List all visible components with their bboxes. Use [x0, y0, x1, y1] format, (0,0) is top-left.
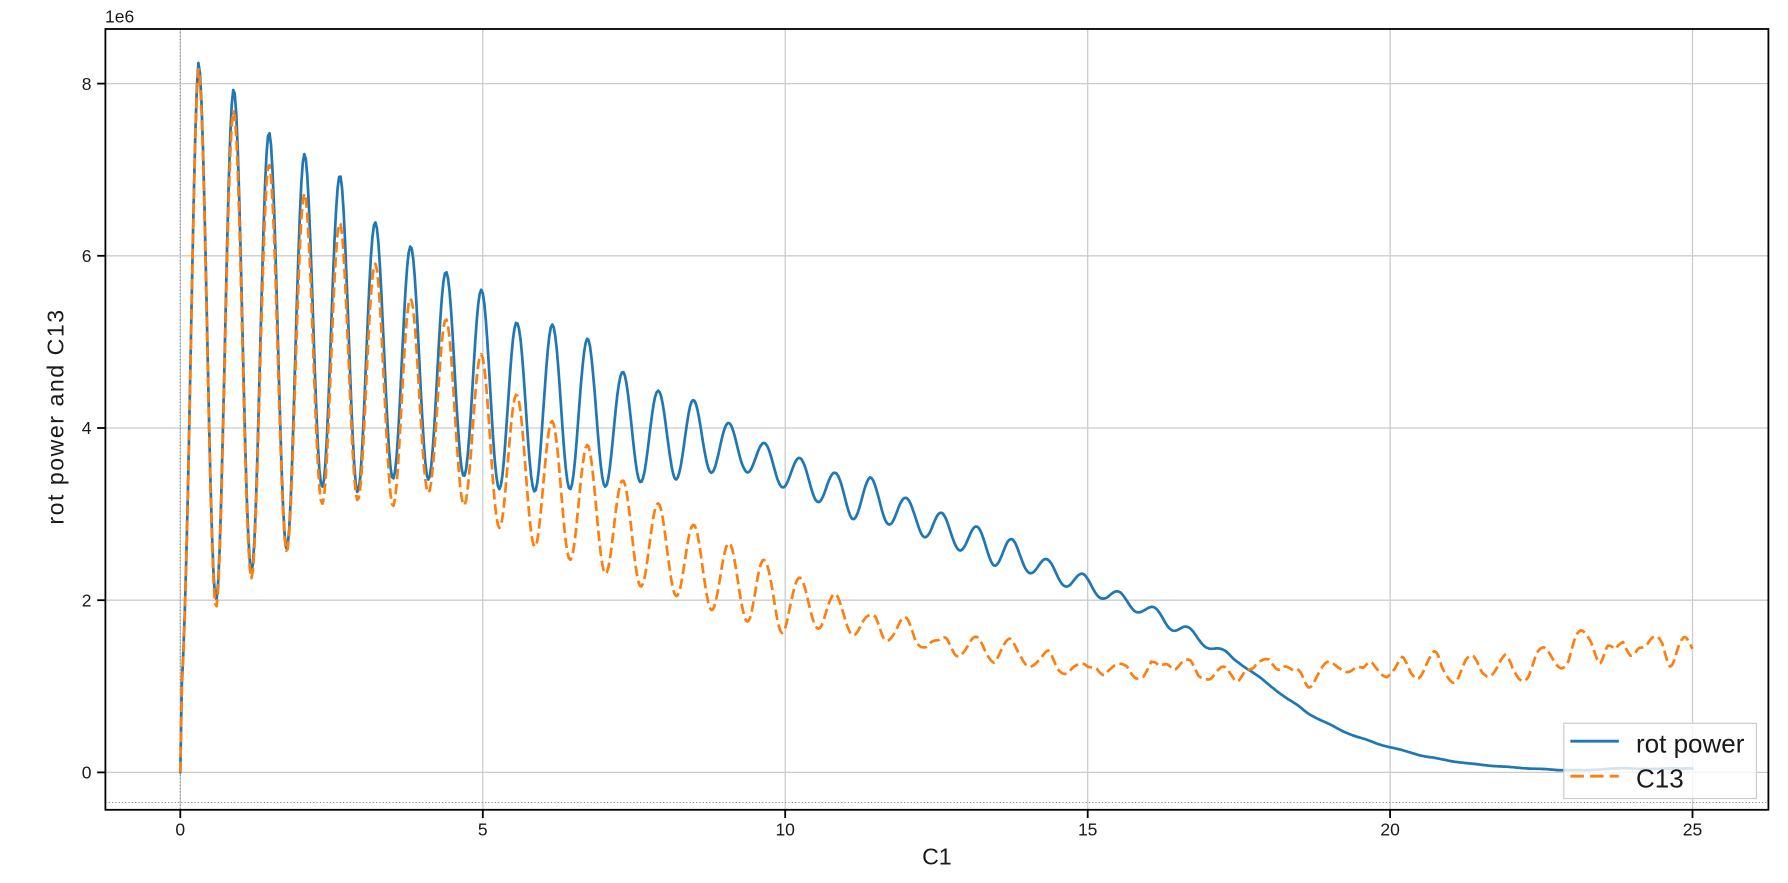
svg-text:8: 8	[82, 74, 92, 94]
svg-text:5: 5	[478, 820, 488, 840]
svg-text:20: 20	[1380, 820, 1400, 840]
svg-text:1e6: 1e6	[105, 7, 134, 27]
svg-text:15: 15	[1078, 820, 1097, 840]
svg-text:C1: C1	[922, 844, 952, 870]
svg-text:rot power and C13: rot power and C13	[43, 308, 69, 524]
svg-text:C13: C13	[1636, 764, 1684, 794]
svg-text:6: 6	[82, 246, 92, 266]
svg-text:2: 2	[82, 590, 92, 610]
svg-text:10: 10	[775, 820, 795, 840]
svg-text:4: 4	[82, 418, 92, 438]
svg-text:0: 0	[175, 820, 185, 840]
svg-text:rot power: rot power	[1636, 729, 1745, 759]
svg-text:0: 0	[82, 763, 92, 783]
svg-text:25: 25	[1683, 820, 1702, 840]
